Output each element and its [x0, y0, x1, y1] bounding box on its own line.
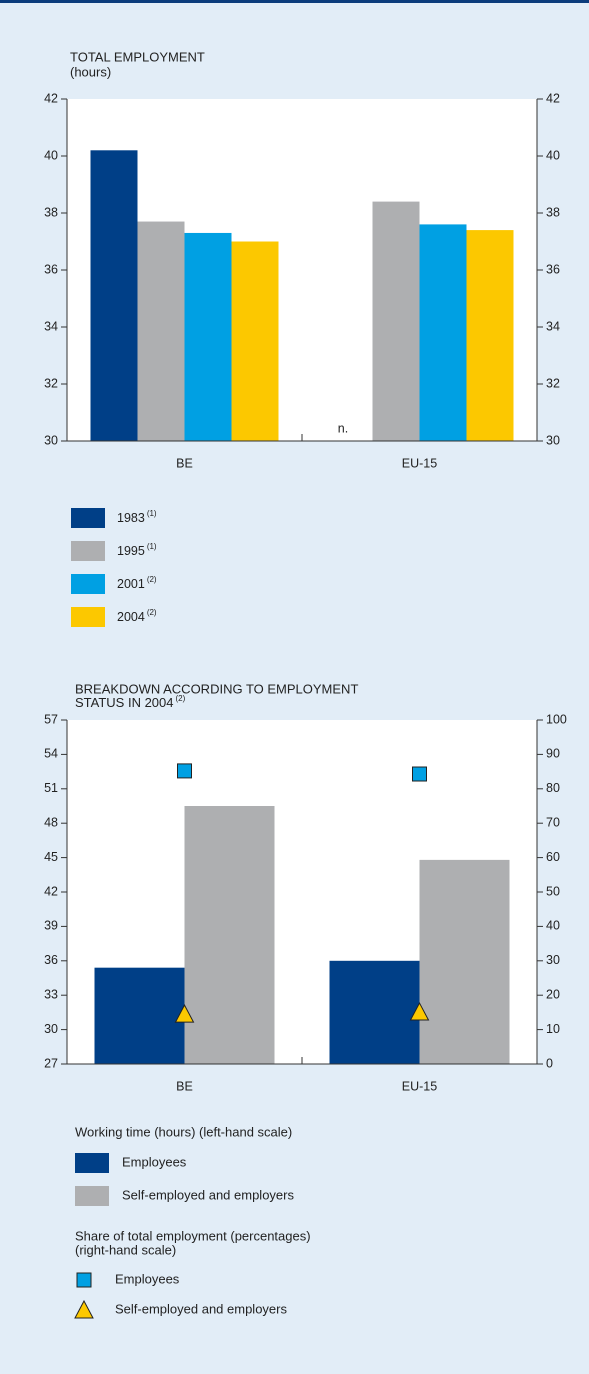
- legend-swatch: [75, 1186, 109, 1206]
- legend-label-main: 1983: [117, 511, 145, 525]
- y-tick-label: 38: [44, 205, 58, 219]
- legend-label: 1995 (1): [117, 542, 157, 558]
- y2-tick-label: 34: [546, 319, 560, 333]
- bar: [372, 201, 420, 441]
- square-marker: [177, 763, 192, 779]
- chart-title-main: STATUS IN 2004: [75, 695, 174, 710]
- triangle-marker: [409, 1001, 430, 1021]
- y-tick-label: 42: [44, 884, 58, 898]
- y2-tick-label: 36: [546, 262, 560, 276]
- chart-title: TOTAL EMPLOYMENT: [70, 49, 205, 64]
- legend-label-note: (1): [147, 509, 157, 518]
- chart-title: STATUS IN 2004 (2): [75, 694, 186, 710]
- bar: [231, 241, 279, 441]
- bar: [137, 221, 185, 441]
- y2-tick-label: 32: [546, 376, 560, 390]
- y2-tick-label: 60: [546, 850, 560, 864]
- legend-label: Employees: [115, 1271, 180, 1286]
- legend-swatch: [71, 607, 105, 627]
- y2-tick-label: 40: [546, 148, 560, 162]
- y2-tick-label: 10: [546, 1022, 560, 1036]
- top-rule: [0, 0, 589, 3]
- y-tick-label: 34: [44, 319, 58, 333]
- y-tick-label: 45: [44, 850, 58, 864]
- x-tick-label: BE: [176, 456, 193, 470]
- y2-tick-label: 80: [546, 781, 560, 795]
- y-tick-label: 40: [44, 148, 58, 162]
- bar: [94, 967, 185, 1064]
- chart-title-note: (2): [176, 694, 186, 703]
- y-tick-label: 33: [44, 987, 58, 1001]
- legend-label-main: 2001: [117, 577, 145, 591]
- y2-tick-label: 20: [546, 987, 560, 1001]
- y-tick-label: 30: [44, 433, 58, 447]
- y-tick-label: 48: [44, 815, 58, 829]
- bar: [90, 150, 138, 442]
- legend-heading: (right-hand scale): [75, 1242, 176, 1257]
- y2-tick-label: 42: [546, 91, 560, 105]
- bar: [184, 232, 232, 441]
- y2-tick-label: 70: [546, 815, 560, 829]
- y-tick-label: 27: [44, 1056, 58, 1070]
- y2-tick-label: 40: [546, 919, 560, 933]
- y-tick-label: 42: [44, 91, 58, 105]
- legend-heading: Share of total employment (percentages): [75, 1228, 311, 1243]
- legend-marker: [76, 1272, 92, 1288]
- chart-subtitle: (hours): [70, 64, 111, 79]
- x-tick-label: EU-15: [402, 456, 437, 470]
- legend-label-note: (2): [147, 608, 157, 617]
- legend-heading: Working time (hours) (left-hand scale): [75, 1124, 292, 1139]
- triangle-marker: [174, 1004, 195, 1023]
- x-tick-label: BE: [176, 1079, 193, 1093]
- bar: [419, 859, 510, 1064]
- x-tick-label: EU-15: [402, 1079, 437, 1093]
- y-tick-label: 51: [44, 781, 58, 795]
- legend-label-note: (2): [147, 575, 157, 584]
- legend-swatch: [71, 541, 105, 561]
- legend-label-main: 1995: [117, 544, 145, 558]
- y-tick-label: 57: [44, 712, 58, 726]
- legend-label-main: 2004: [117, 610, 145, 624]
- bar: [184, 806, 275, 1064]
- square-marker: [412, 766, 427, 782]
- y2-tick-label: 38: [546, 205, 560, 219]
- bar: [419, 224, 467, 441]
- legend-marker: [74, 1299, 94, 1319]
- y-tick-label: 36: [44, 262, 58, 276]
- y-tick-label: 32: [44, 376, 58, 390]
- y2-tick-label: 30: [546, 953, 560, 967]
- legend-label: Self-employed and employers: [122, 1187, 294, 1202]
- bar: [329, 960, 420, 1064]
- y2-tick-label: 100: [546, 712, 567, 726]
- legend-label: 2004 (2): [117, 608, 157, 624]
- y2-tick-label: 0: [546, 1056, 553, 1070]
- legend-swatch: [71, 574, 105, 594]
- legend-label: Employees: [122, 1154, 187, 1169]
- y-tick-label: 30: [44, 1022, 58, 1036]
- y-tick-label: 39: [44, 919, 58, 933]
- legend-swatch: [75, 1153, 109, 1173]
- y2-tick-label: 90: [546, 747, 560, 761]
- legend-label: 1983 (1): [117, 509, 157, 525]
- chart-title: BREAKDOWN ACCORDING TO EMPLOYMENT: [75, 681, 358, 696]
- legend-label: 2001 (2): [117, 575, 157, 591]
- y2-tick-label: 30: [546, 433, 560, 447]
- null-label: n.: [338, 421, 348, 435]
- bar: [466, 230, 514, 441]
- legend-label: Self-employed and employers: [115, 1301, 287, 1316]
- y-tick-label: 54: [44, 747, 58, 761]
- legend-label-note: (1): [147, 542, 157, 551]
- y-tick-label: 36: [44, 953, 58, 967]
- y2-tick-label: 50: [546, 884, 560, 898]
- legend-swatch: [71, 508, 105, 528]
